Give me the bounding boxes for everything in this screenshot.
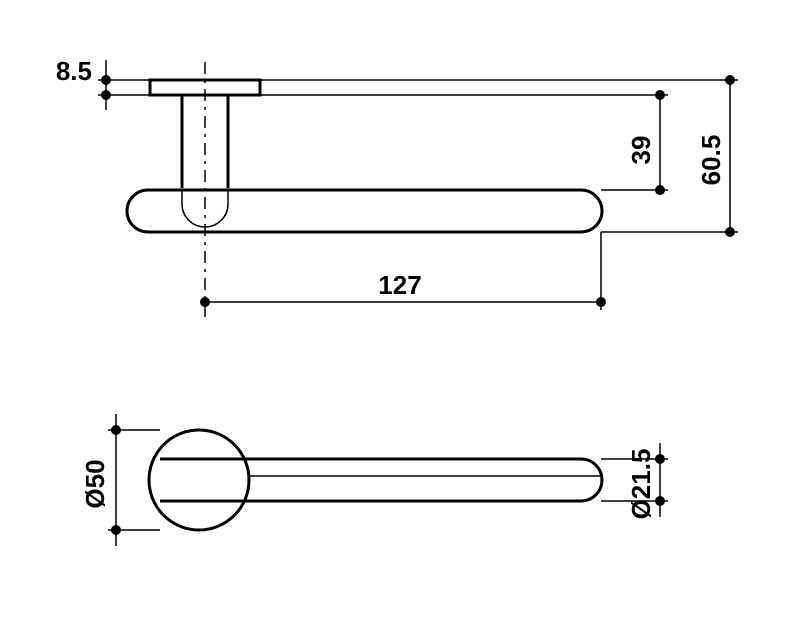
dim-8-5: 8.5: [56, 56, 150, 110]
dim-8-5-label: 8.5: [56, 56, 92, 86]
dim-60-5-label: 60.5: [696, 135, 726, 186]
dim-dia-50-label: Ø50: [80, 459, 110, 508]
dim-39-label: 39: [626, 136, 656, 165]
dim-127: 127: [200, 232, 606, 310]
dim-60-5: 60.5: [260, 75, 738, 237]
top-lever-outline: [166, 459, 602, 501]
dim-dia-21-5: Ø21.5: [601, 443, 668, 519]
dim-dia-21-5-label: Ø21.5: [626, 449, 656, 520]
dim-39: 39: [260, 90, 668, 195]
top-rose-circle: [149, 430, 249, 530]
dim-127-label: 127: [378, 270, 421, 300]
